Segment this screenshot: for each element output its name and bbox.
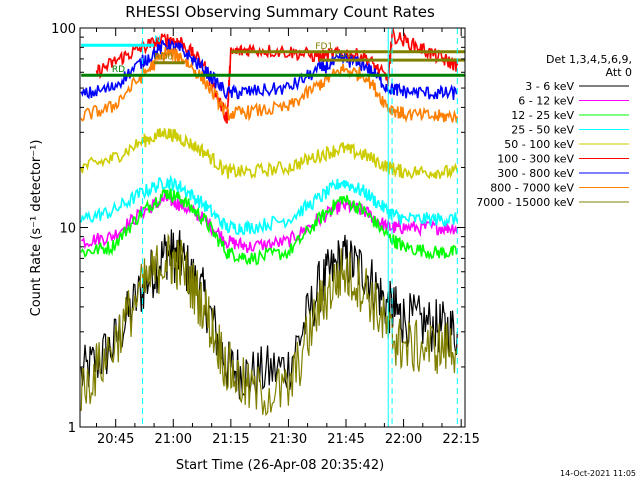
legend-label-0: 3 - 6 keV — [525, 80, 574, 93]
legend-label-1: 6 - 12 keV — [518, 95, 574, 108]
x-tick-label-6: 22:15 — [442, 432, 479, 447]
legend-title-line-2: Att 0 — [606, 66, 632, 79]
series-line-5 — [95, 27, 459, 124]
x-tick-label-4: 21:45 — [327, 432, 364, 447]
series-line-8 — [80, 233, 458, 417]
flag-label-0: N — [154, 35, 161, 45]
y-tick-label-2: 100 — [51, 22, 76, 37]
legend: Det 1,3,4,5,6,9, Att 0 3 - 6 keV 6 - 12 k… — [476, 53, 632, 209]
legend-title-line-1: Det 1,3,4,5,6,9, — [546, 53, 632, 66]
y-tick-label-1: 10 — [59, 222, 76, 237]
series-line-4 — [80, 128, 459, 180]
x-axis-label: Start Time (26-Apr-08 20:35:42) — [176, 458, 384, 473]
series-line-7 — [80, 46, 459, 124]
x-axis: 20:45 21:00 21:15 21:30 21:45 22:00 22:15 — [96, 28, 480, 447]
series-line-3 — [80, 174, 459, 236]
vertical-markers — [142, 28, 458, 427]
x-tick-label-5: 22:00 — [385, 432, 422, 447]
series-line-6 — [80, 39, 458, 100]
legend-label-3: 25 - 50 keV — [511, 124, 574, 137]
flag-label-1: FD1 — [315, 42, 333, 52]
legend-label-7: 800 - 7000 keV — [490, 182, 574, 195]
legend-label-6: 300 - 800 keV — [497, 167, 574, 180]
legend-label-5: 100 - 300 keV — [497, 153, 574, 166]
series-line-2 — [80, 186, 458, 266]
y-axis-label: Count Rate (s⁻¹ detector⁻¹) — [29, 140, 44, 317]
x-tick-label-1: 21:00 — [155, 432, 192, 447]
series-line-1 — [81, 191, 459, 253]
legend-label-4: 50 - 100 keV — [504, 138, 574, 151]
plot-content — [80, 27, 459, 417]
flag-label-4: RD — [112, 65, 125, 75]
x-tick-label-3: 21:30 — [270, 432, 307, 447]
y-tick-label-0: 1 — [68, 421, 76, 436]
y-axis: 1 10 100 — [51, 22, 465, 436]
legend-label-2: 12 - 25 keV — [511, 109, 574, 122]
flag-label-2: FD2 — [334, 50, 352, 60]
legend-label-8: 7000 - 15000 keV — [476, 196, 574, 209]
timestamp: 14-Oct-2021 11:05 — [560, 469, 636, 478]
x-tick-label-0: 20:45 — [97, 432, 134, 447]
flag-label-3: RD0 — [154, 53, 173, 63]
series-line-0 — [80, 229, 458, 400]
x-tick-label-2: 21:15 — [212, 432, 249, 447]
chart-title: RHESSI Observing Summary Count Rates — [125, 3, 435, 21]
